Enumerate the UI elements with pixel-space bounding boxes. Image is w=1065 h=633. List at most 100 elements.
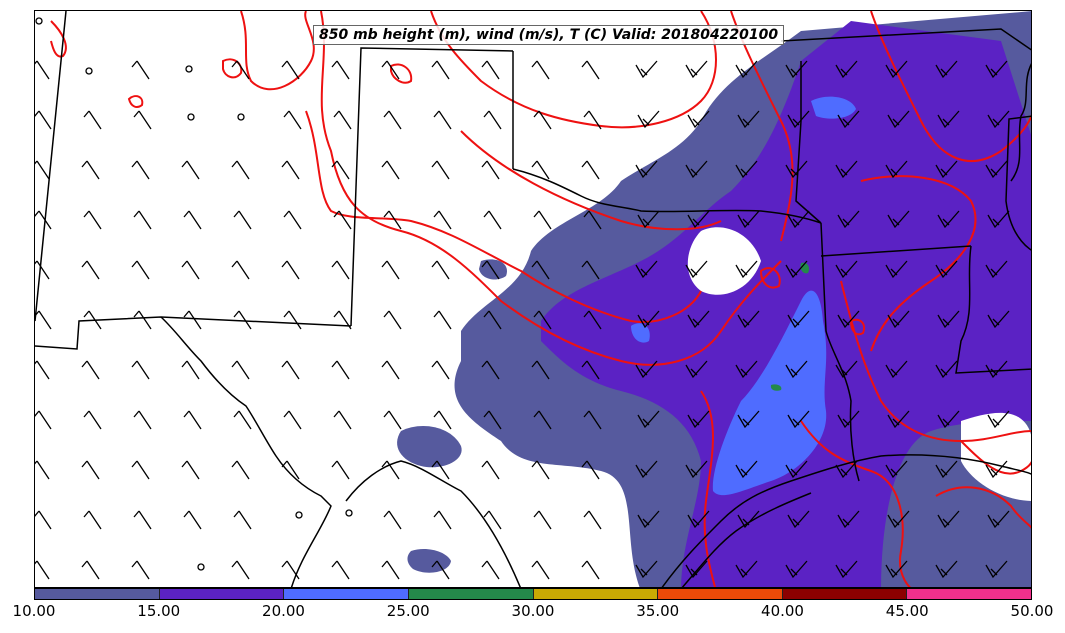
wind-barb: [83, 110, 102, 130]
wind-barb: [81, 360, 100, 380]
contour-line: [305, 110, 702, 323]
wind-barb: [685, 60, 708, 79]
wind-barb: [383, 210, 402, 230]
wind-barb: [885, 260, 908, 279]
fill-band-20-25: [712, 290, 827, 496]
wind-barb: [581, 460, 600, 480]
boundary-nm-west: [35, 11, 67, 322]
wind-barb: [835, 560, 858, 579]
wind-barb: [133, 510, 152, 530]
wind-barb: [333, 110, 352, 130]
wind-barb: [83, 510, 102, 530]
contour-line: [50, 20, 67, 58]
colorbar-tick-label: 10.00: [12, 602, 56, 620]
wind-barb: [531, 460, 550, 480]
wind-barb: [35, 410, 52, 430]
wind-barb: [35, 160, 50, 180]
wind-barb: [685, 560, 708, 579]
wind-barb: [885, 360, 908, 379]
wind-barb: [635, 460, 658, 479]
wind-barb: [837, 310, 860, 329]
wind-barb: [181, 360, 200, 380]
wind-barb: [985, 260, 1008, 279]
wind-barb: [685, 460, 708, 479]
colorbar-segment: [533, 589, 659, 599]
wind-barb: [937, 410, 960, 429]
wind-barb: [785, 560, 808, 579]
wind-barb: [183, 210, 202, 230]
contour-line: [800, 420, 912, 587]
calm-wind-marker: [185, 65, 193, 73]
wind-barb: [381, 460, 400, 480]
wind-barb: [735, 460, 758, 479]
wind-barb: [381, 160, 400, 180]
contour-line: [390, 63, 413, 84]
wind-barb: [835, 260, 858, 279]
wind-barb: [231, 160, 250, 180]
wind-barb: [331, 160, 350, 180]
colorbar-tick-label: 30.00: [511, 602, 555, 620]
wind-barb: [985, 160, 1008, 179]
wind-barb: [233, 510, 252, 530]
contour-line: [430, 11, 717, 129]
colorbar-segment: [907, 589, 1031, 599]
wind-barb: [35, 210, 52, 230]
wind-barb: [987, 210, 1010, 229]
wind-barb: [483, 310, 502, 330]
wind-barb: [283, 210, 302, 230]
wind-barb: [231, 560, 250, 580]
wind-barb: [231, 60, 250, 80]
wind-barb: [131, 160, 150, 180]
wind-barb: [785, 460, 808, 479]
wind-barb: [333, 310, 352, 330]
wind-barb: [281, 260, 300, 280]
wind-barb: [685, 360, 708, 379]
wind-barb: [787, 410, 810, 429]
map-canvas: [35, 11, 1031, 587]
contour-line: [860, 175, 977, 352]
colorbar-segment: [408, 589, 534, 599]
wind-barb: [985, 460, 1008, 479]
wind-barb: [533, 110, 552, 130]
wind-barb: [635, 60, 658, 79]
wind-barb: [885, 460, 908, 479]
colorbar-tick-label: 50.00: [1010, 602, 1054, 620]
wind-barb: [987, 410, 1010, 429]
wind-barb: [581, 360, 600, 380]
map-title: 850 mb height (m), wind (m/s), T (C) Val…: [313, 25, 785, 45]
wind-barb: [583, 510, 602, 530]
wind-barb: [583, 210, 602, 230]
wind-barb: [835, 60, 858, 79]
wind-barb: [181, 160, 200, 180]
wind-barb: [281, 360, 300, 380]
wind-barb: [481, 260, 500, 280]
wind-barb: [131, 60, 150, 80]
wind-barb: [637, 510, 660, 529]
wind-barb: [81, 260, 100, 280]
wind-barb: [787, 510, 810, 529]
wind-barb: [483, 510, 502, 530]
wind-barb: [331, 460, 350, 480]
wind-barb: [887, 210, 910, 229]
wind-barb: [81, 160, 100, 180]
wind-barb: [533, 510, 552, 530]
wind-barb: [581, 260, 600, 280]
filled-field: [397, 11, 1031, 587]
boundary-rio-grande: [160, 316, 332, 587]
wind-barb: [283, 310, 302, 330]
fill-gap: [687, 227, 761, 295]
wind-barbs: [35, 17, 1010, 580]
calm-wind-marker: [35, 17, 43, 25]
wind-barb: [281, 560, 300, 580]
boundary-rio-grande-2: [345, 460, 521, 587]
wind-barb: [131, 360, 150, 380]
wind-barb: [837, 210, 860, 229]
wind-barb: [935, 160, 958, 179]
wind-barb: [133, 110, 152, 130]
wind-barb: [935, 60, 958, 79]
wind-barb: [837, 410, 860, 429]
wind-barb: [333, 210, 352, 230]
boundary-mo: [780, 28, 1031, 51]
boundary-tn: [1010, 63, 1031, 182]
wind-barb: [635, 360, 658, 379]
